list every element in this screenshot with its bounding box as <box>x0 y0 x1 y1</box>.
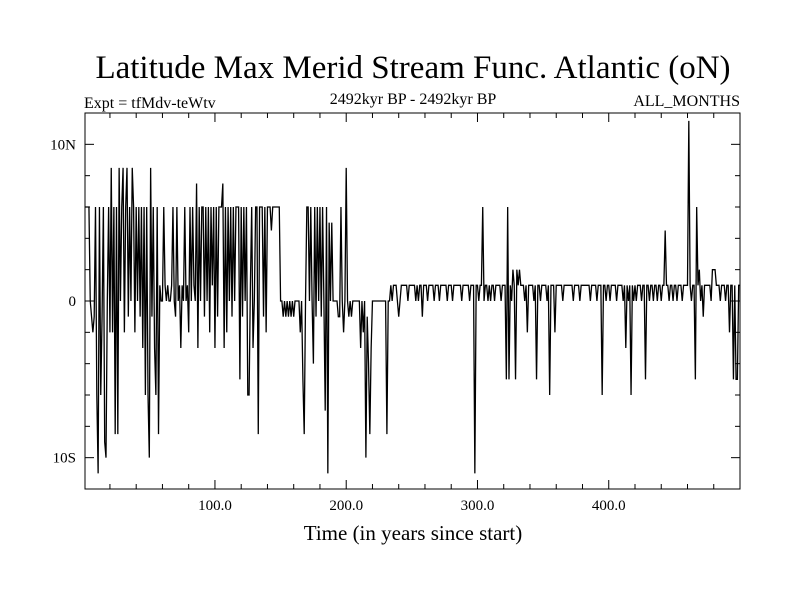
y-tick-label: 0 <box>69 294 77 310</box>
x-tick-label: 100.0 <box>198 498 232 514</box>
experiment-label: Expt = tfMdv-teWtv <box>84 95 216 112</box>
x-tick-label: 200.0 <box>329 498 363 514</box>
y-tick-label: 10S <box>53 451 76 467</box>
x-tick-label: 400.0 <box>592 498 626 514</box>
x-axis: 100.0 200.0 300.0 400.0 <box>109 113 715 514</box>
series-line <box>85 120 740 474</box>
time-range-label: 2492kyr BP - 2492kyr BP <box>330 91 497 108</box>
y-tick-label: 10N <box>50 137 76 153</box>
x-tick-label: 300.0 <box>461 498 495 514</box>
chart-title: Latitude Max Merid Stream Func. Atlantic… <box>95 50 730 86</box>
x-axis-label: Time (in years since start) <box>304 521 523 545</box>
months-label: ALL_MONTHS <box>633 93 740 110</box>
